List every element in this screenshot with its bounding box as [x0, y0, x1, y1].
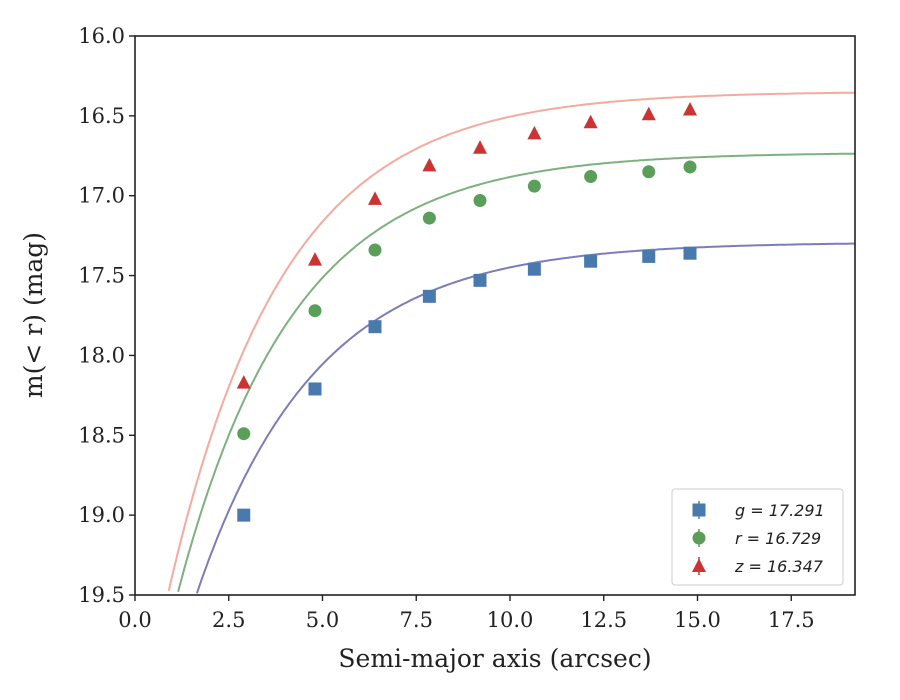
data-point-z [527, 125, 542, 140]
x-tick-label: 7.5 [400, 608, 433, 632]
data-point-z [236, 375, 251, 389]
data-point-z [308, 252, 322, 266]
y-tick-label: 16.5 [78, 104, 125, 128]
data-point-g [642, 249, 656, 263]
data-point-r [368, 243, 382, 257]
x-tick-label: 2.5 [212, 608, 245, 632]
data-point-r [308, 304, 322, 318]
legend: g = 17.291 r = 16.729 z = 16.347 [671, 488, 844, 586]
x-tick-label: 17.5 [768, 608, 815, 632]
data-point-r [473, 194, 487, 208]
legend-marker-g [692, 503, 706, 517]
x-axis-ticks: 0.0 2.5 5.0 7.5 10.0 12.5 15.0 17.5 [118, 595, 815, 632]
data-point-r [237, 427, 251, 441]
data-point-g [473, 273, 487, 287]
y-axis-ticks: 16.0 16.5 17.0 17.5 18.0 18.5 19.0 19.5 [78, 24, 135, 607]
plot-frame [134, 35, 856, 596]
x-tick-label: 0.0 [118, 608, 151, 632]
y-tick-label: 19.0 [78, 503, 125, 527]
legend-box [671, 488, 844, 586]
data-point-z [473, 140, 487, 154]
data-point-g [308, 382, 322, 396]
fit-curve-g [195, 242, 855, 594]
legend-label-g: g = 17.291 [735, 501, 825, 520]
y-tick-label: 18.0 [78, 343, 125, 367]
data-point-z [422, 157, 437, 172]
data-point-g [237, 508, 251, 522]
y-tick-label: 19.5 [78, 583, 125, 607]
x-tick-label: 5.0 [306, 608, 339, 632]
data-point-r [422, 211, 436, 225]
fit-curve-r [177, 152, 855, 592]
x-tick-label: 12.5 [580, 608, 627, 632]
legend-label-r: r = 16.729 [735, 529, 821, 548]
legend-marker-z [692, 558, 706, 572]
y-tick-label: 17.0 [78, 184, 125, 208]
data-point-z [368, 191, 382, 205]
data-point-g [422, 289, 436, 303]
data-point-r [527, 179, 541, 193]
legend-label-z: z = 16.347 [734, 557, 824, 576]
fit-curve-z [167, 91, 855, 592]
data-point-z [683, 101, 697, 116]
legend-marker-r [692, 531, 706, 545]
data-markers [236, 101, 697, 522]
x-axis-title: Semi-major axis (arcsec) [338, 644, 651, 673]
y-tick-label: 18.5 [78, 423, 125, 447]
data-point-z [641, 106, 656, 121]
data-point-g [527, 262, 541, 276]
y-tick-label: 16.0 [78, 24, 125, 48]
data-point-z [583, 114, 598, 129]
data-point-g [368, 320, 382, 334]
data-point-r [683, 160, 697, 174]
data-point-g [683, 246, 697, 260]
fit-curves [167, 91, 855, 594]
x-tick-label: 15.0 [674, 608, 721, 632]
data-point-g [584, 254, 598, 268]
data-point-r [584, 170, 598, 184]
x-tick-label: 10.0 [487, 608, 534, 632]
data-point-r [642, 165, 656, 179]
y-axis-title: m(< r) (mag) [19, 232, 48, 398]
y-tick-label: 17.5 [78, 264, 125, 288]
